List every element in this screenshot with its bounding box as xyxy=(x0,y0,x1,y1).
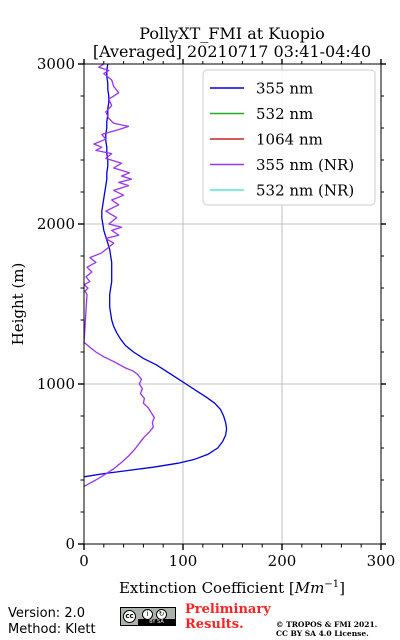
y-tick-label: 0 xyxy=(65,535,75,553)
x-tick-label: 300 xyxy=(367,552,396,570)
legend-label-0: 355 nm xyxy=(256,80,313,98)
copyright-line-2: CC BY SA 4.0 License. xyxy=(276,629,369,638)
license-badge-text: BY SA xyxy=(138,619,175,625)
x-tick-label: 200 xyxy=(268,552,297,570)
legend-label-2: 1064 nm xyxy=(256,131,323,149)
legend-label-1: 532 nm xyxy=(256,105,313,123)
x-axis-label: Extinction Coefficient [Mm−1] xyxy=(119,579,345,597)
legend: 355 nm 532 nm 1064 nm 355 nm (NR) 532 nm (NR… xyxy=(202,69,376,206)
x-tick-label: 0 xyxy=(79,552,89,570)
chart-title: PollyXT_FMI at Kuopio xyxy=(139,24,325,43)
y-tick-label: 3000 xyxy=(37,55,75,73)
y-axis-label: Height (m) xyxy=(9,263,27,346)
legend-label-3: 355 nm (NR) xyxy=(256,156,354,174)
legend-box xyxy=(202,69,376,206)
version-info: Version: 2.0 Method: Klett xyxy=(8,606,96,638)
cc-logo-icon: cc xyxy=(123,610,136,623)
x-tick-label: 100 xyxy=(169,552,198,570)
x-axis-label-suffix: ] xyxy=(339,579,345,597)
x-axis-label-exponent: −1 xyxy=(324,579,339,590)
legend-label-4: 532 nm (NR) xyxy=(256,182,354,200)
plot-frame xyxy=(83,63,382,545)
series-lines xyxy=(83,63,228,487)
series-line-0 xyxy=(83,63,228,478)
version-text: Version: 2.0 xyxy=(8,606,85,621)
copyright-notice: © TROPOS & FMI 2021. CC BY SA 4.0 Licens… xyxy=(276,620,377,638)
preliminary-line-1: Preliminary xyxy=(185,602,271,617)
preliminary-notice: Preliminary Results. xyxy=(185,602,271,632)
preliminary-line-2: Results. xyxy=(185,617,244,632)
y-tick-label: 2000 xyxy=(37,215,75,233)
y-tick-label: 1000 xyxy=(37,375,75,393)
x-axis-label-prefix: Extinction Coefficient [ xyxy=(119,579,295,597)
cc-license-badge: cc i ↻ BY SA xyxy=(120,607,176,626)
x-axis-label-unit: Mm xyxy=(294,579,325,597)
method-text: Method: Klett xyxy=(8,622,96,637)
series-line-3 xyxy=(83,63,155,487)
chart-subtitle: [Averaged] 20210717 03:41-04:40 xyxy=(93,42,371,61)
copyright-line-1: © TROPOS & FMI 2021. xyxy=(276,620,378,629)
